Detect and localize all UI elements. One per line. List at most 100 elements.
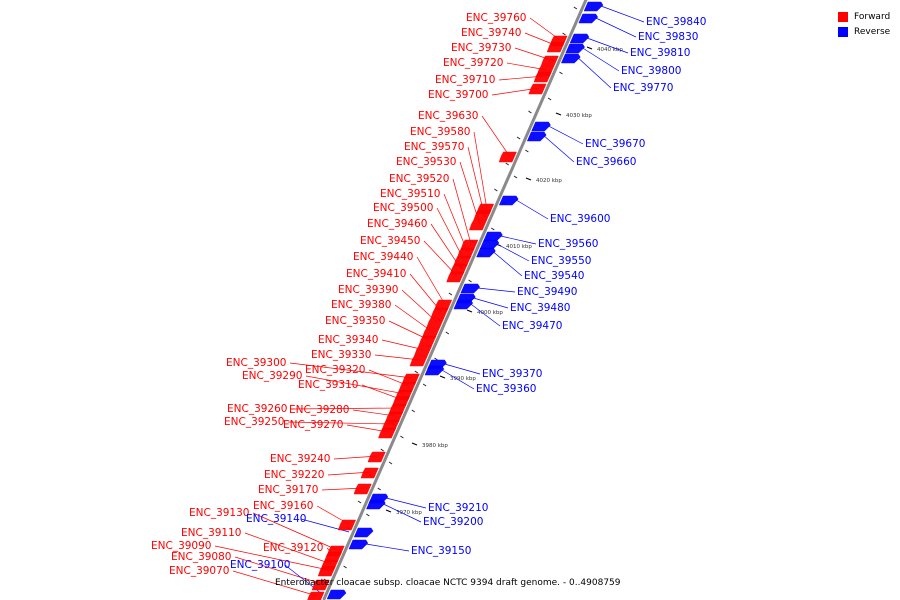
forward-gene bbox=[540, 55, 559, 67]
reverse-leader-line bbox=[595, 17, 637, 38]
forward-gene-label: ENC_39730 bbox=[451, 42, 511, 54]
reverse-gene-label: ENC_39150 bbox=[411, 545, 471, 557]
reverse-gene bbox=[565, 43, 585, 54]
forward-gene-label: ENC_39130 bbox=[189, 507, 249, 519]
tick-mark bbox=[343, 565, 347, 569]
reverse-gene-label: ENC_39660 bbox=[576, 156, 636, 168]
forward-gene-label: ENC_39390 bbox=[338, 284, 398, 296]
forward-gene bbox=[473, 209, 492, 221]
reverse-leader-line bbox=[500, 235, 537, 245]
tick-mark bbox=[400, 435, 404, 439]
reverse-gene-label: ENC_39770 bbox=[613, 82, 673, 94]
reverse-gene-label: ENC_39140 bbox=[246, 513, 306, 525]
forward-leader-line bbox=[394, 304, 433, 333]
forward-gene-label: ENC_39160 bbox=[253, 500, 313, 512]
tick-mark bbox=[525, 149, 529, 153]
tick-mark bbox=[388, 461, 393, 465]
forward-gene-label: ENC_39570 bbox=[404, 141, 464, 153]
tick-label: 3980 kbp bbox=[422, 443, 448, 449]
reverse-gene-label: ENC_39210 bbox=[428, 502, 488, 514]
reverse-gene bbox=[560, 53, 581, 64]
reverse-leader-line bbox=[477, 287, 516, 293]
reverse-leader-line bbox=[493, 251, 523, 277]
forward-gene-label: ENC_39090 bbox=[151, 540, 211, 552]
forward-gene-label: ENC_39450 bbox=[360, 235, 420, 247]
tick-major bbox=[525, 177, 532, 181]
reverse-gene-label: ENC_39800 bbox=[621, 65, 681, 77]
reverse-leader-line bbox=[600, 5, 645, 23]
forward-leader-line bbox=[452, 178, 472, 245]
reverse-gene bbox=[353, 527, 374, 538]
tick-mark bbox=[528, 110, 532, 114]
legend-forward-label: Forward bbox=[854, 11, 891, 22]
forward-gene bbox=[430, 307, 449, 319]
legend-reverse: Reverse bbox=[838, 24, 890, 39]
reverse-leader-line bbox=[473, 297, 509, 309]
forward-leader-line bbox=[232, 570, 318, 597]
forward-leader-line bbox=[473, 131, 488, 209]
forward-gene bbox=[307, 591, 325, 600]
forward-gene-label: ENC_39280 bbox=[289, 404, 349, 416]
reverse-gene-label: ENC_39810 bbox=[630, 47, 690, 59]
reverse-gene bbox=[531, 121, 551, 132]
forward-leader-line bbox=[289, 362, 413, 379]
forward-leader-line bbox=[214, 545, 329, 571]
forward-leader-line bbox=[244, 532, 332, 565]
forward-gene bbox=[418, 335, 437, 347]
tick-label: 4020 kbp bbox=[536, 178, 562, 184]
forward-gene-label: ENC_39070 bbox=[169, 565, 229, 577]
reverse-gene bbox=[479, 239, 500, 250]
forward-leader-line bbox=[467, 146, 485, 215]
tick-major bbox=[439, 375, 446, 379]
reverse-gene bbox=[526, 131, 547, 142]
tick-major bbox=[466, 309, 473, 313]
forward-leader-line bbox=[290, 407, 400, 410]
forward-gene-label: ENC_39120 bbox=[263, 542, 323, 554]
tick-mark bbox=[414, 370, 419, 374]
forward-gene bbox=[469, 219, 488, 231]
forward-gene bbox=[546, 41, 565, 53]
genome-backbone bbox=[322, 0, 588, 600]
forward-gene-label: ENC_39300 bbox=[226, 357, 286, 369]
forward-gene bbox=[378, 427, 397, 439]
tick-label: 4010 kbp bbox=[506, 244, 532, 250]
tick-label: 3970 kbp bbox=[396, 510, 422, 516]
forward-gene bbox=[409, 355, 428, 367]
reverse-leader-line bbox=[578, 57, 612, 89]
reverse-gene bbox=[460, 283, 481, 294]
tick-mark bbox=[494, 188, 498, 192]
forward-gene-label: ENC_39710 bbox=[435, 74, 495, 86]
tick-mark bbox=[357, 500, 362, 504]
forward-gene bbox=[446, 271, 465, 283]
reverse-gene-label: ENC_39200 bbox=[423, 516, 483, 528]
forward-gene-label: ENC_39380 bbox=[331, 299, 391, 311]
reverse-gene-label: ENC_39600 bbox=[550, 213, 610, 225]
forward-gene-label: ENC_39330 bbox=[311, 349, 371, 361]
forward-gene bbox=[353, 483, 372, 495]
forward-leader-line bbox=[287, 421, 393, 425]
forward-gene bbox=[360, 467, 379, 479]
forward-leader-line bbox=[234, 556, 323, 585]
reverse-gene bbox=[366, 499, 386, 510]
forward-gene bbox=[533, 71, 552, 83]
reverse-gene bbox=[476, 247, 496, 258]
tick-major bbox=[555, 112, 562, 116]
tick-mark bbox=[448, 292, 453, 296]
forward-leader-line bbox=[481, 115, 510, 157]
forward-gene-label: ENC_39530 bbox=[396, 156, 456, 168]
forward-gene-label: ENC_39350 bbox=[325, 315, 385, 327]
tick-label: 4000 kbp bbox=[477, 310, 503, 316]
legend: Forward Reverse bbox=[838, 9, 890, 39]
tick-mark bbox=[562, 32, 566, 36]
reverse-gene-label: ENC_39830 bbox=[638, 31, 698, 43]
tick-mark bbox=[434, 357, 438, 361]
reverse-gene bbox=[326, 589, 347, 600]
reverse-swatch bbox=[838, 26, 848, 37]
reverse-gene-label: ENC_39490 bbox=[517, 286, 577, 298]
reverse-leader-line bbox=[516, 199, 549, 220]
forward-gene-label: ENC_39580 bbox=[410, 126, 470, 138]
forward-gene-label: ENC_39510 bbox=[380, 188, 440, 200]
reverse-gene bbox=[348, 539, 369, 550]
forward-gene-label: ENC_39250 bbox=[224, 416, 284, 428]
forward-gene-label: ENC_39440 bbox=[353, 251, 413, 263]
